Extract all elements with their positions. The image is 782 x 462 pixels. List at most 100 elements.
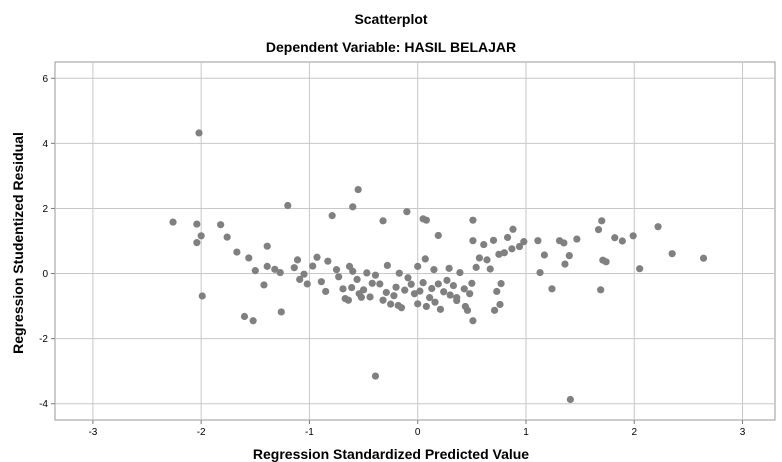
chart-subtitle: Dependent Variable: HASIL BELAJAR [265,39,517,55]
scatter-point [354,185,362,194]
scatter-point [322,287,330,296]
scatter-point [217,221,225,229]
scatter-point [597,286,605,294]
y-tick-label: 6 [42,74,48,85]
scatter-point [344,296,353,304]
scatter-point [490,306,499,314]
scatter-point [357,293,366,301]
scatter-point [489,236,498,244]
scatter-point [403,208,411,216]
scatter-point [611,234,619,242]
scatter-point [277,308,285,316]
y-tick-label: 4 [42,139,48,150]
scatter-point [460,285,468,293]
scatter-point [561,260,569,268]
scatter-point [509,225,517,233]
scatter-point [353,275,361,284]
scatter-point [540,251,548,259]
scatter-point [328,212,336,220]
scatter-point [508,245,516,253]
scatter-point [486,265,494,273]
scatter-point [324,257,332,265]
scatter-point [431,298,439,306]
y-tick-label: -2 [39,334,48,345]
scatter-point [251,267,259,275]
scatter-point [654,223,662,231]
scatter-point [379,217,387,225]
scatter-point [404,274,412,282]
scatter-point [366,293,374,301]
scatter-point [392,283,400,291]
scatter-point [349,203,357,211]
scatter-point [565,252,573,260]
scatter-point [419,279,427,287]
scatter-point [515,242,524,251]
scatter-point [493,287,501,296]
scatter-point [271,265,279,273]
scatter-point [249,317,257,325]
plot-area [54,61,776,421]
scatter-point [422,302,430,311]
scatter-point [303,280,311,288]
scatter-point [223,233,231,241]
scatter-point [480,240,488,249]
scatter-point [430,266,438,274]
scatter-point [456,268,464,277]
scatter-point [414,300,422,308]
scatter-point [668,250,676,258]
scatter-point [461,302,469,311]
scatter-point [475,254,484,262]
scatter-point [169,218,177,226]
scatter-point [332,266,341,274]
x-tick-label: 1 [523,427,529,438]
scatter-point [245,254,253,262]
scatter-point [397,304,406,312]
data-points [169,129,708,404]
chart-title: Scatterplot [354,11,428,27]
scatter-point [446,291,454,299]
scatter-point [383,261,391,270]
x-tick-label: -3 [88,427,97,438]
scatter-point [469,216,477,224]
scatter-point [233,248,241,256]
scatter-point [263,242,271,250]
scatter-point [629,232,637,240]
scatter-point [359,286,368,294]
scatter-point [497,280,505,288]
scatter-point [198,292,206,300]
x-tick-label: -2 [197,427,206,438]
scatter-point [407,280,415,288]
scatter-point [335,273,343,281]
scatter-point [548,285,556,293]
scatter-point [443,276,451,284]
scatter-point [426,294,434,302]
scatter-point [193,220,201,228]
scatter-point [371,372,380,380]
scatter-point [296,275,304,284]
scatter-point [197,232,205,240]
scatter-point [345,262,354,270]
scatter-point [434,280,442,288]
scatter-point [602,258,610,266]
scatter-point [401,286,409,294]
scatter-point [434,231,442,240]
scatter-point [618,237,626,245]
y-tick-label: 2 [42,204,48,215]
scatter-point [263,262,271,270]
scatter-point [313,253,321,261]
scatter-point [240,312,249,321]
scatter-point [483,256,491,264]
scatter-point [436,305,445,313]
scatter-point [421,255,429,263]
scatter-point [449,281,458,290]
scatter-point [636,265,644,273]
scatter-point [284,201,292,210]
x-axis-label: Regression Standardized Predicted Value [252,446,530,462]
scatter-point [376,280,384,288]
scatter-point [195,129,203,137]
scatter-point [290,264,298,272]
scatter-point [293,256,302,264]
scatter-point [594,226,603,234]
scatter-point [339,285,347,293]
scatter-point [276,268,284,277]
